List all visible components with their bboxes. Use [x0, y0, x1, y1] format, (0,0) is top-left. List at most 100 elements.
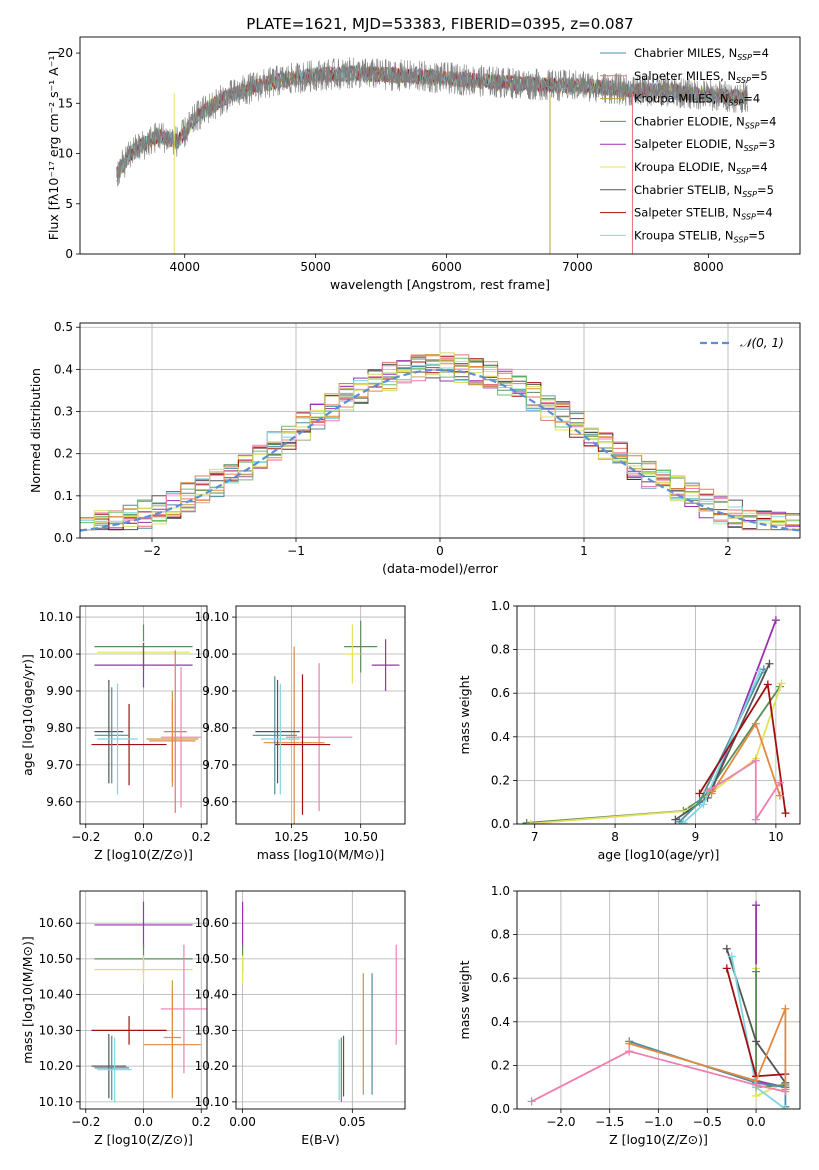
y-tick-label: 1.0 [491, 884, 510, 898]
weight-marker [752, 1081, 761, 1090]
weight-marker [722, 944, 731, 953]
weight-marker [759, 665, 768, 674]
weight-marker [707, 789, 716, 798]
legend-label-value: =3 [758, 137, 775, 151]
y-tick-label: 9.60 [202, 795, 229, 809]
weight-marker [752, 1091, 761, 1100]
weight-marker [675, 817, 684, 824]
x-tick-label: 2 [724, 544, 732, 558]
weight-marker [781, 1004, 790, 1013]
y-tick-label: 10.20 [195, 1059, 229, 1073]
residual-histogram-12 [80, 352, 800, 531]
legend-label-text: Salpeter ELODIE, N [634, 137, 744, 151]
y-tick-label: 0.4 [54, 362, 73, 376]
y-tick-label: 10.60 [195, 916, 229, 930]
observed-spectrum [116, 57, 748, 187]
axes-frame [516, 890, 801, 1110]
weight-marker [751, 815, 760, 824]
y-tick-label: 20 [58, 46, 73, 60]
y-axis-label: mass weight [457, 960, 472, 1039]
legend-label-subscript: SSP [745, 121, 760, 130]
x-tick-label: 7 [531, 830, 539, 844]
y-tick-label: 9.90 [202, 684, 229, 698]
plot-area [241, 901, 397, 1102]
errorbar-point [149, 700, 196, 782]
errorbar-point [163, 650, 187, 813]
errorbar-point [160, 944, 207, 1074]
x-tick-label: −0.2 [71, 830, 100, 844]
x-tick-label: −1.0 [644, 1115, 673, 1129]
y-tick-label: 10.50 [195, 952, 229, 966]
x-tick-label: 0.2 [192, 830, 211, 844]
axes-frame [79, 605, 208, 825]
panel-spectrum: 4000 5000 6000 7000 8000 0 5 10 15 20 wavelength [… [46, 36, 801, 292]
legend-label-subscript: SSP [736, 167, 751, 176]
y-tick-label: 9.60 [46, 795, 73, 809]
errorbar-point [97, 683, 138, 795]
errorbar-point [143, 991, 202, 1099]
legend-label-subscript: SSP [736, 76, 751, 85]
plot-area [252, 620, 400, 824]
legend-label: Kroupa MILES, NSSP=4 [634, 92, 760, 108]
legend-label: Kroupa ELODIE, NSSP=4 [634, 160, 768, 176]
axes-frame [516, 605, 801, 825]
axes-frame [79, 890, 208, 1110]
y-tick-label: 0.8 [491, 928, 510, 942]
weight-line-7 [628, 1008, 787, 1090]
errorbar-point [94, 1035, 130, 1101]
legend-label-text: Salpeter MILES, N [634, 69, 736, 83]
plot-area [91, 624, 202, 813]
y-tick-label: 0.2 [491, 1058, 510, 1072]
weight-line-8 [707, 759, 781, 823]
y-tick-label: 15 [58, 96, 73, 110]
errorbar-point [344, 620, 378, 673]
x-axis-label: E(B-V) [301, 1132, 340, 1147]
x-tick-label: 10.50 [343, 830, 377, 844]
weight-marker [763, 680, 772, 689]
x-tick-label: 0.2 [192, 1115, 211, 1129]
y-tick-label: 10.20 [39, 1059, 73, 1073]
legend-label-text: Kroupa MILES, N [634, 92, 729, 106]
weight-marker [522, 818, 531, 824]
errorbar-point [94, 901, 193, 949]
x-axis-label: age [log10(age/yr)] [598, 847, 720, 862]
y-tick-label: 10.10 [39, 610, 73, 624]
x-tick-label: 0.0 [134, 830, 153, 844]
errorbar-point [344, 624, 361, 684]
legend-label-value: =5 [748, 228, 765, 242]
x-tick-label: −2 [143, 544, 161, 558]
weight-marker [752, 1037, 761, 1046]
y-axis-label: Flux [fλ10⁻¹⁷ erg cm⁻² s⁻¹ A⁻¹] [46, 51, 61, 240]
x-tick-label: −0.5 [693, 1115, 722, 1129]
x-tick-label: −0.2 [71, 1115, 100, 1129]
weight-marker [671, 815, 680, 824]
weight-marker [781, 1087, 790, 1096]
legend-label: Salpeter MILES, NSSP=5 [634, 69, 768, 85]
legend-label-subscript: SSP [741, 213, 756, 222]
y-tick-label: 10.60 [39, 916, 73, 930]
legend-label: Salpeter ELODIE, NSSP=3 [634, 137, 775, 153]
errorbar-point [97, 1037, 132, 1102]
errorbar-point [255, 679, 300, 784]
y-tick-label: 0.2 [491, 773, 510, 787]
x-tick-label: 0.05 [339, 1115, 366, 1129]
plot-area [527, 901, 790, 1109]
errorbar-point [274, 674, 331, 815]
legend-label: Chabrier STELIB, NSSP=5 [634, 183, 774, 199]
y-tick-label: 10 [58, 147, 73, 161]
y-axis-label: mass [log10(M/M⊙)] [20, 936, 35, 1064]
y-tick-label: 9.70 [202, 758, 229, 772]
axes-frame [79, 322, 801, 539]
panel-mass-vs-ebv: 0.00 0.05 10.10 10.20 10.30 10.40 10.50 10.60 E(… [195, 890, 406, 1147]
legend-label-subscript: SSP [729, 99, 744, 108]
x-tick-label: −2.0 [546, 1115, 575, 1129]
plot-area [116, 57, 748, 254]
y-tick-label: 9.90 [46, 684, 73, 698]
y-tick-label: 5 [65, 197, 73, 211]
x-axis-label: Z [log10(Z/Z⊙)] [94, 847, 193, 862]
y-tick-label: 0.6 [491, 971, 510, 985]
errorbar-point [91, 703, 167, 786]
legend-label-value: =5 [751, 69, 768, 83]
